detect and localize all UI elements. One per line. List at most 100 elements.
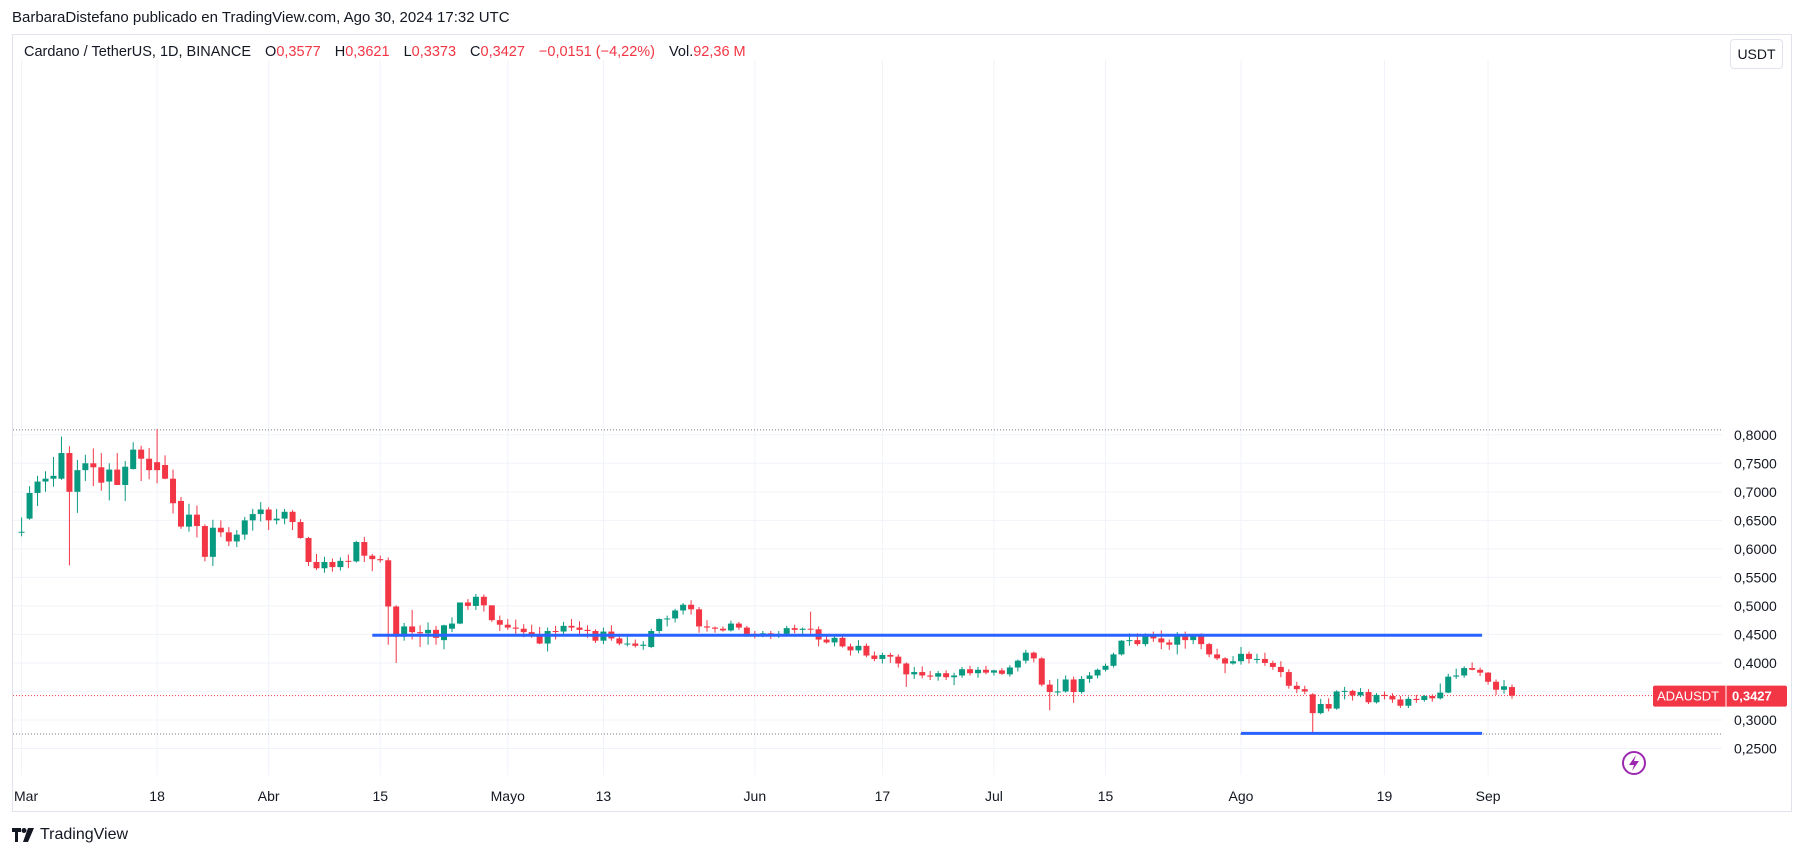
candle-body (664, 618, 671, 620)
candle-body (1206, 644, 1213, 655)
candle-body (688, 604, 695, 610)
candle-body (1022, 652, 1029, 661)
candle-body (265, 509, 272, 521)
y-tick-label: 0,6000 (1734, 541, 1777, 557)
candle-body (1006, 667, 1013, 675)
candle-body (1429, 696, 1436, 699)
candle-body (369, 555, 376, 560)
candle-body (1325, 704, 1332, 709)
candle-body (448, 623, 455, 629)
candle-body (1269, 662, 1276, 667)
candle-body (1333, 691, 1340, 709)
candle-body (409, 626, 416, 633)
candle-body (42, 478, 49, 482)
y-tick-label: 0,5000 (1734, 598, 1777, 614)
candle-body (632, 643, 639, 646)
candle-body (727, 623, 734, 631)
candle-body (1030, 652, 1037, 659)
candle-body (656, 619, 663, 631)
candle-body (1413, 698, 1420, 701)
candle-body (90, 463, 97, 468)
candle-body (1277, 666, 1284, 673)
candle-body (1445, 676, 1452, 693)
candle-body (560, 625, 567, 632)
x-tick-label: 18 (149, 788, 165, 804)
candle-body (512, 627, 519, 629)
y-tick-label: 0,7500 (1734, 455, 1777, 471)
candle-body (975, 669, 981, 674)
candle-body (672, 610, 679, 619)
candle-body (1309, 694, 1316, 714)
volume-value: 92,36 M (693, 44, 746, 60)
candle-body (385, 560, 392, 607)
candle-body (1405, 698, 1412, 706)
candle-body (305, 538, 312, 562)
candle-body (1317, 704, 1324, 714)
candle-body (18, 531, 25, 533)
candle-body (1190, 635, 1197, 641)
candle-body (209, 527, 216, 557)
lightning-event-icon[interactable] (1622, 751, 1646, 775)
candle-body (959, 669, 966, 676)
candle-body (233, 534, 240, 542)
x-tick-label: Jun (744, 788, 767, 804)
candle-body (1389, 696, 1396, 700)
candle-body (249, 514, 256, 521)
candle-body (855, 645, 862, 651)
volume-label: Vol. (669, 44, 694, 60)
candle-body (377, 559, 384, 561)
candle-body (839, 637, 846, 647)
candle-body (1014, 660, 1021, 668)
candle-body (170, 478, 177, 504)
candle-body (313, 561, 320, 569)
candle-body (536, 634, 543, 644)
candle-body (1493, 681, 1500, 690)
candle-body (1469, 668, 1476, 670)
candle-body (799, 628, 806, 630)
candle-body (1102, 665, 1109, 670)
footer-brand[interactable]: TradingView (12, 826, 128, 844)
y-tick-label: 0,6500 (1734, 512, 1777, 528)
x-tick-label: Jul (985, 788, 1003, 804)
currency-button[interactable]: USDT (1730, 39, 1783, 69)
price-tag-value: 0,3427 (1732, 689, 1772, 704)
candle-body (998, 670, 1005, 674)
candle-body (1508, 687, 1515, 696)
low-label: L (403, 44, 412, 60)
candle-body (464, 602, 471, 606)
symbol-title[interactable]: Cardano / TetherUS, 1D, BINANCE (24, 44, 251, 60)
high-value: 0,3621 (345, 44, 390, 60)
candle-body (1477, 669, 1484, 673)
candle-body (1349, 690, 1356, 696)
candle-body (576, 627, 583, 630)
price-tag-background (1653, 685, 1787, 707)
candle-body (951, 675, 958, 678)
candle-body (1118, 640, 1125, 655)
candle-body (990, 670, 997, 673)
candle-body (1110, 654, 1117, 666)
candle-body (871, 655, 878, 659)
candle-body (823, 639, 830, 643)
candle-body (935, 673, 942, 677)
candle-body (488, 605, 495, 621)
y-tick-label: 0,4500 (1734, 626, 1777, 642)
candle-body (345, 560, 352, 562)
high-label: H (334, 44, 346, 60)
close-label: C (470, 44, 481, 60)
candle-body (217, 527, 224, 533)
y-tick-label: 0,4000 (1734, 655, 1777, 671)
candle-body (791, 628, 798, 630)
candle-body (337, 560, 344, 568)
publication-info: BarbaraDistefano publicado en TradingVie… (12, 9, 510, 26)
candle-body (201, 526, 208, 557)
candle-body (544, 630, 551, 644)
candle-body (193, 514, 200, 527)
candle-body (98, 467, 105, 483)
candle-body (1094, 669, 1101, 676)
candle-body (393, 606, 400, 637)
candle-body (1461, 668, 1468, 676)
candle-body (1245, 653, 1252, 659)
candle-body (616, 638, 623, 644)
candle-body (1038, 658, 1045, 685)
